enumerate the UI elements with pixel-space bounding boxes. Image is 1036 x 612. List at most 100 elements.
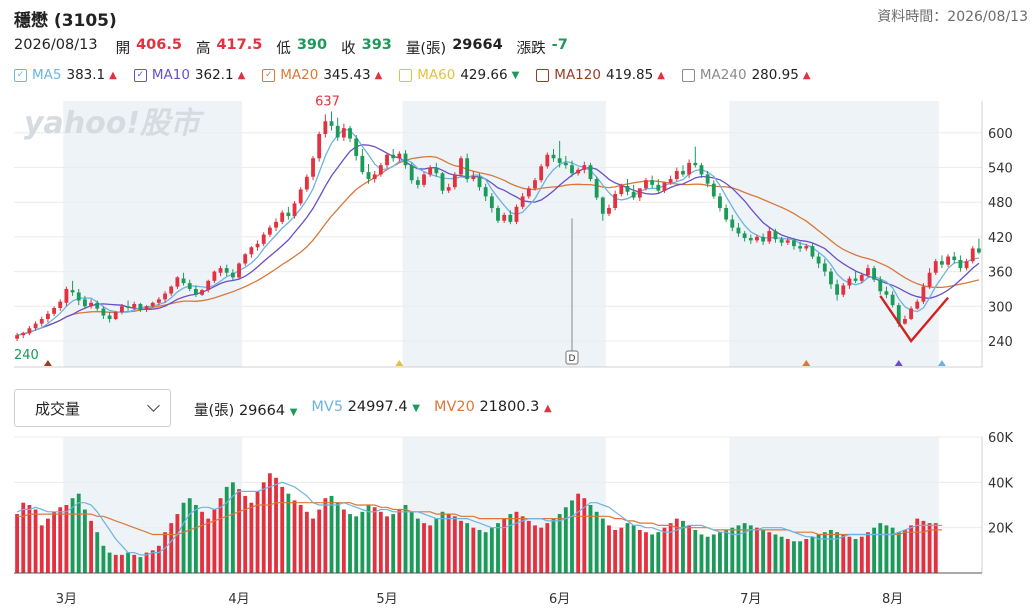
candle bbox=[933, 258, 938, 276]
ma-checkbox[interactable]: ✓ bbox=[133, 68, 147, 82]
volume-bar bbox=[748, 525, 753, 573]
candle-body bbox=[267, 227, 272, 235]
volume-bar bbox=[119, 554, 124, 573]
ma-name: MA240 bbox=[699, 67, 747, 83]
volume-bar bbox=[872, 527, 877, 573]
volume-bar bbox=[835, 532, 840, 573]
candle-body bbox=[582, 165, 587, 170]
candle bbox=[539, 164, 544, 183]
ma-legend-ma60[interactable]: MA60 429.66 ▼ bbox=[399, 67, 519, 83]
candle-body bbox=[526, 188, 531, 197]
volume-bar bbox=[89, 520, 93, 573]
candle-body bbox=[761, 236, 766, 242]
candle bbox=[471, 170, 476, 182]
candle-body bbox=[779, 239, 784, 243]
candle bbox=[872, 265, 877, 282]
candle bbox=[711, 180, 716, 199]
candle bbox=[107, 312, 112, 323]
candle-body bbox=[21, 332, 26, 336]
candle-body bbox=[489, 196, 494, 208]
candle bbox=[625, 179, 630, 196]
candle bbox=[119, 303, 124, 315]
candle-body bbox=[921, 286, 926, 302]
candle bbox=[280, 210, 285, 225]
open-value: 406.5 bbox=[136, 37, 182, 53]
volume-value: 29664 bbox=[452, 37, 503, 53]
signal-triangle-icon bbox=[395, 360, 404, 366]
candle-body bbox=[144, 306, 149, 310]
candle-body bbox=[33, 323, 38, 329]
candle bbox=[113, 310, 118, 321]
candle-body bbox=[705, 174, 710, 184]
volume-bar bbox=[311, 518, 315, 573]
volume-bar bbox=[502, 518, 507, 573]
candle-body bbox=[853, 278, 858, 281]
candle-body bbox=[95, 302, 100, 309]
volume-bar bbox=[742, 523, 747, 573]
candle bbox=[699, 162, 704, 178]
max-price-label: 637 bbox=[315, 95, 340, 109]
volume-bar bbox=[767, 532, 772, 573]
candle bbox=[354, 135, 359, 161]
price-chart[interactable]: 600 540 480 420 360 300 240 yahoo!股市 637 240 D bbox=[0, 95, 1036, 380]
candle-body bbox=[206, 280, 211, 291]
price-tick-label: 540 bbox=[988, 162, 1013, 177]
candle bbox=[496, 205, 500, 224]
volume-bar bbox=[594, 511, 599, 573]
candle-body bbox=[101, 308, 106, 316]
change-label: 漲跌 bbox=[516, 41, 546, 57]
volume-bar bbox=[625, 523, 630, 573]
ma-legend-ma240[interactable]: MA240 280.95 ▲ bbox=[681, 67, 811, 83]
candle bbox=[218, 265, 223, 277]
candle-body bbox=[58, 301, 63, 309]
ma-legend-ma5[interactable]: ✓ MA5 383.1 ▲ bbox=[14, 67, 117, 83]
volume-bar bbox=[15, 514, 19, 573]
signal-triangle-icon bbox=[937, 360, 946, 366]
ma-checkbox[interactable]: ✓ bbox=[262, 68, 276, 82]
candle bbox=[311, 155, 315, 181]
ma-legend-ma10[interactable]: ✓ MA10 362.1 ▲ bbox=[133, 67, 245, 83]
volume-bar bbox=[27, 505, 32, 573]
candle bbox=[89, 299, 93, 309]
ma-legend-ma20[interactable]: ✓ MA20 345.43 ▲ bbox=[262, 67, 382, 83]
candle bbox=[366, 164, 371, 184]
candle-body bbox=[280, 212, 285, 222]
candle-body bbox=[70, 290, 75, 293]
min-price-label: 240 bbox=[14, 348, 39, 363]
candle bbox=[909, 306, 914, 321]
indicator-dropdown[interactable]: 成交量 bbox=[14, 389, 171, 427]
month-band bbox=[402, 101, 606, 367]
volume-bar bbox=[403, 505, 408, 573]
event-marker-label: D bbox=[569, 354, 576, 364]
ma-checkbox[interactable] bbox=[399, 68, 413, 82]
candle-body bbox=[613, 194, 618, 208]
candle-body bbox=[699, 165, 704, 175]
volume-bar bbox=[95, 532, 100, 573]
month-label: 3月 bbox=[56, 592, 77, 607]
ma-checkbox[interactable]: ✓ bbox=[14, 68, 27, 82]
up-triangle-icon: ▲ bbox=[657, 69, 665, 81]
candle bbox=[483, 183, 488, 202]
candle-body bbox=[428, 167, 433, 175]
candle bbox=[755, 234, 759, 243]
candle-body bbox=[644, 180, 648, 189]
candle bbox=[816, 253, 821, 269]
candle-body bbox=[341, 128, 346, 138]
volume-bar bbox=[520, 516, 525, 573]
ma-checkbox[interactable] bbox=[536, 68, 550, 82]
candle bbox=[409, 162, 414, 184]
ma-value: 280.95 bbox=[751, 67, 799, 83]
volume-bar bbox=[286, 493, 291, 573]
candle-body bbox=[816, 256, 821, 264]
mv5-legend-item: MV5 24997.4 ▼ bbox=[311, 399, 420, 420]
volume-bar bbox=[699, 534, 704, 573]
candle bbox=[977, 238, 981, 255]
candle bbox=[742, 231, 747, 242]
ma-legend-ma120[interactable]: MA120 419.85 ▲ bbox=[536, 67, 665, 83]
volume-chart[interactable]: 60K 40K 20K 3月 4月 5月 6月 7月 8月 bbox=[0, 432, 1036, 612]
volume-bar bbox=[853, 539, 858, 573]
vol-legend-label: 量(張) bbox=[194, 403, 235, 419]
ma-checkbox[interactable] bbox=[681, 68, 695, 82]
volume-bar bbox=[249, 502, 254, 573]
up-triangle-icon: ▲ bbox=[544, 403, 552, 414]
